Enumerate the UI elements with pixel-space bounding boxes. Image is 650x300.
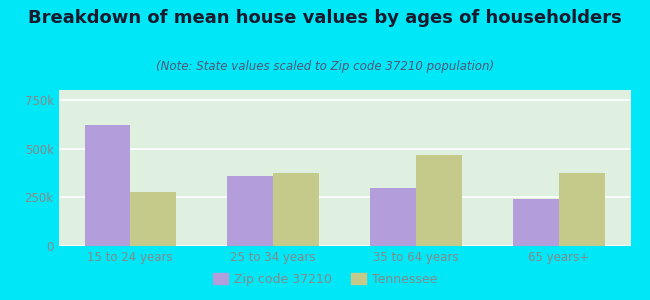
Bar xyxy=(513,199,559,246)
Text: (Note: State values scaled to Zip code 37210 population): (Note: State values scaled to Zip code 3… xyxy=(156,60,494,73)
Bar xyxy=(559,173,604,246)
Bar xyxy=(370,188,416,246)
Bar xyxy=(227,176,273,246)
Text: Breakdown of mean house values by ages of householders: Breakdown of mean house values by ages o… xyxy=(28,9,622,27)
Legend: Zip code 37210, Tennessee: Zip code 37210, Tennessee xyxy=(208,268,442,291)
Bar xyxy=(273,173,318,246)
Bar xyxy=(416,155,462,246)
Bar xyxy=(84,125,130,246)
Bar xyxy=(130,192,176,246)
